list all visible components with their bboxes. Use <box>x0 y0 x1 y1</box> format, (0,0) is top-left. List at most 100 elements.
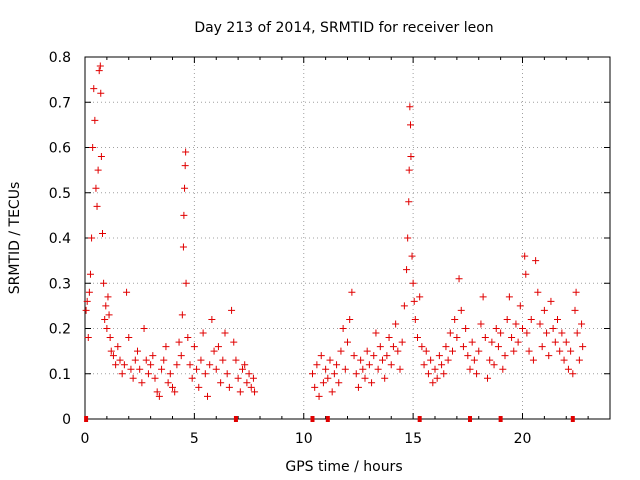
data-point <box>228 306 236 314</box>
x-tick-label: 10 <box>295 431 313 447</box>
data-point <box>404 234 412 242</box>
data-point <box>473 370 481 378</box>
data-point <box>214 343 222 351</box>
data-point <box>446 329 454 337</box>
data-point <box>490 361 498 369</box>
data-point <box>188 374 196 382</box>
data-point <box>549 325 557 332</box>
data-point <box>94 166 102 174</box>
data-point <box>125 334 133 342</box>
data-point <box>532 257 540 265</box>
data-point <box>344 338 351 346</box>
data-point <box>95 67 103 75</box>
chart-title: Day 213 of 2014, SRMTID for receiver leo… <box>194 20 493 36</box>
data-point <box>558 329 566 337</box>
data-point <box>158 365 166 373</box>
data-point <box>317 352 325 360</box>
data-point <box>180 211 188 219</box>
data-point <box>403 266 411 274</box>
data-point <box>488 338 496 346</box>
x-tick-label: 5 <box>190 431 199 447</box>
data-point <box>361 374 369 382</box>
data-point <box>315 392 323 400</box>
baseline-marker <box>84 416 89 422</box>
data-points <box>82 62 587 400</box>
data-point <box>449 347 456 355</box>
data-point <box>429 379 437 387</box>
data-point <box>579 343 587 351</box>
data-point <box>418 343 426 351</box>
data-point <box>492 325 500 332</box>
data-point <box>199 329 207 337</box>
data-point <box>129 374 137 382</box>
data-point <box>223 370 231 378</box>
baseline-marker <box>417 416 422 422</box>
data-point <box>508 334 516 342</box>
data-point <box>427 356 435 364</box>
data-point <box>221 329 229 337</box>
data-point <box>383 352 391 360</box>
plot-frame <box>84 56 611 420</box>
data-point <box>464 352 472 360</box>
data-point <box>346 315 354 323</box>
data-point <box>534 288 542 296</box>
data-point <box>564 365 572 373</box>
data-point <box>160 356 168 364</box>
data-point <box>477 320 485 328</box>
data-point <box>442 343 450 351</box>
data-point <box>184 334 192 342</box>
data-point <box>326 356 334 364</box>
data-point <box>99 229 106 237</box>
data-point <box>230 338 238 346</box>
data-point <box>519 325 526 332</box>
data-point <box>245 370 253 378</box>
data-point <box>333 361 341 369</box>
data-point <box>177 352 185 360</box>
data-point <box>370 352 378 360</box>
data-point <box>109 352 117 360</box>
data-point <box>440 370 448 378</box>
data-point <box>462 325 470 332</box>
data-point <box>83 297 91 305</box>
baseline-markers <box>84 416 575 422</box>
data-point <box>363 347 371 355</box>
x-tick-label: 0 <box>81 431 90 447</box>
data-point <box>86 270 94 278</box>
data-point <box>341 365 349 373</box>
data-point <box>335 379 343 387</box>
data-point <box>309 370 316 378</box>
data-point <box>103 325 111 332</box>
data-point <box>368 379 376 387</box>
baseline-marker <box>233 416 238 422</box>
data-point <box>503 315 511 323</box>
data-point <box>181 162 189 170</box>
data-point <box>479 293 487 301</box>
data-point <box>527 315 535 323</box>
x-axis-label: GPS time / hours <box>285 459 402 475</box>
data-point <box>451 315 459 323</box>
data-point <box>239 365 246 373</box>
data-point <box>136 365 144 373</box>
data-point <box>93 202 101 210</box>
data-point <box>545 352 553 360</box>
y-tick-label: 0.2 <box>49 322 71 338</box>
data-point <box>116 356 124 364</box>
data-point <box>410 297 418 305</box>
data-point <box>409 279 417 287</box>
baseline-marker <box>468 416 472 422</box>
data-point <box>562 338 570 346</box>
data-point <box>206 361 214 369</box>
data-point <box>96 62 104 70</box>
data-point <box>339 325 347 332</box>
data-point <box>514 338 522 346</box>
x-tick-label: 20 <box>514 431 532 447</box>
data-point <box>175 338 183 346</box>
axis-ticks: 0 0.1 0.2 0.3 0.4 0.5 0.6 0.7 0.8 0 5 10 15 20 <box>49 50 610 447</box>
y-tick-label: 0 <box>62 412 71 428</box>
y-tick-label: 0.3 <box>49 276 71 292</box>
data-point <box>232 356 240 364</box>
data-point <box>455 275 463 283</box>
data-point <box>560 356 568 364</box>
data-point <box>251 388 259 396</box>
